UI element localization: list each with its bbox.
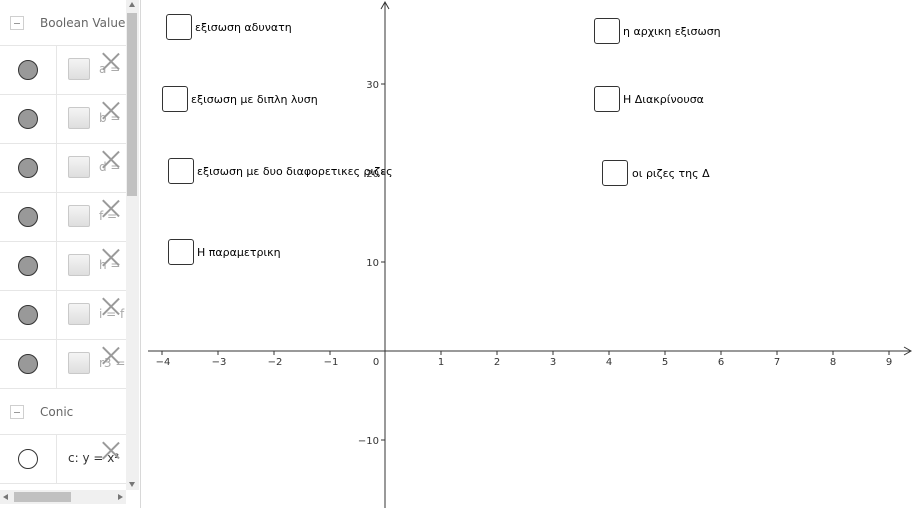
coordinate-axes: −4 −3 −2 −1 0 1 2 3 4 5 6 7 8 9 30 20 10…	[148, 0, 913, 508]
algebra-row-r3[interactable]: r3 =	[0, 340, 126, 389]
delete-icon[interactable]	[102, 297, 120, 315]
delete-icon[interactable]	[102, 248, 120, 266]
visibility-toggle-icon[interactable]	[18, 354, 38, 374]
checkbox-label: εξισωση με διπλη λυση	[191, 92, 318, 106]
checkbox-initial-equation[interactable]: η αρχικη εξισωση	[594, 18, 721, 44]
checkbox-icon[interactable]	[68, 254, 90, 276]
visibility-toggle-icon[interactable]	[18, 158, 38, 178]
visibility-toggle-icon[interactable]	[18, 256, 38, 276]
checkbox-icon[interactable]	[168, 239, 194, 265]
checkbox-label: Η παραμετρικη	[197, 245, 281, 259]
delete-icon[interactable]	[102, 150, 120, 168]
scrollbar-thumb[interactable]	[14, 492, 71, 502]
scrollbar-thumb[interactable]	[127, 13, 137, 196]
delete-icon[interactable]	[102, 52, 120, 70]
checkbox-double-root[interactable]: εξισωση με διπλη λυση	[162, 86, 318, 112]
origin-label: 0	[373, 357, 379, 368]
delete-icon[interactable]	[102, 441, 120, 459]
y-tick-label: 20	[366, 169, 379, 180]
x-tick-label: 5	[662, 357, 668, 368]
collapse-icon[interactable]	[10, 404, 24, 419]
checkbox-icon[interactable]	[68, 58, 90, 80]
checkbox-icon[interactable]	[68, 107, 90, 129]
checkbox-parametric[interactable]: Η παραμετρικη	[168, 239, 281, 265]
checkbox-icon[interactable]	[166, 14, 192, 40]
x-tick-label: 6	[718, 357, 724, 368]
algebra-row-b[interactable]: b =	[0, 95, 126, 144]
collapse-icon[interactable]	[10, 15, 24, 30]
x-tick-label: −2	[268, 357, 283, 368]
checkbox-icon[interactable]	[68, 156, 90, 178]
delete-icon[interactable]	[102, 101, 120, 119]
y-tick-label: 30	[366, 80, 379, 91]
algebra-row-a[interactable]: a =	[0, 46, 126, 95]
checkbox-roots-of-discriminant[interactable]: οι ριζες της Δ	[602, 160, 710, 186]
vertical-scrollbar[interactable]	[126, 0, 139, 490]
algebra-row-i[interactable]: i = f	[0, 291, 126, 340]
algebra-row-d[interactable]: d =	[0, 144, 126, 193]
algebra-row-f[interactable]: f =	[0, 193, 126, 242]
x-tick-label: −1	[324, 357, 339, 368]
horizontal-scrollbar[interactable]	[0, 490, 126, 504]
category-label: Conic	[40, 404, 74, 419]
category-conic[interactable]: Conic	[0, 389, 126, 435]
checkbox-icon[interactable]	[594, 86, 620, 112]
y-axis-arrow-icon	[380, 0, 390, 10]
x-tick-label: 1	[438, 357, 444, 368]
algebra-row-c[interactable]: c: y = x²	[0, 435, 126, 484]
checkbox-icon[interactable]	[162, 86, 188, 112]
x-tick-label: 8	[830, 357, 836, 368]
visibility-toggle-icon[interactable]	[18, 207, 38, 227]
delete-icon[interactable]	[102, 199, 120, 217]
x-tick-label: −3	[212, 357, 227, 368]
visibility-toggle-icon[interactable]	[18, 109, 38, 129]
checkbox-icon[interactable]	[68, 205, 90, 227]
scroll-down-icon[interactable]	[129, 482, 135, 487]
x-tick-label: 3	[550, 357, 556, 368]
category-boolean-value[interactable]: Boolean Value	[0, 0, 126, 46]
checkbox-icon[interactable]	[68, 303, 90, 325]
algebra-row-h[interactable]: h =	[0, 242, 126, 291]
x-tick-label: 4	[606, 357, 612, 368]
checkbox-discriminant[interactable]: Η Διακρίνουσα	[594, 86, 704, 112]
algebra-view: Boolean Value a = b = d = f = h =	[0, 0, 140, 508]
y-tick-label: 10	[366, 258, 379, 269]
delete-icon[interactable]	[102, 346, 120, 364]
checkbox-label: η αρχικη εξισωση	[623, 24, 721, 38]
x-tick-label: 7	[774, 357, 780, 368]
category-label: Boolean Value	[40, 15, 126, 30]
checkbox-icon[interactable]	[594, 18, 620, 44]
panel-divider[interactable]	[140, 0, 148, 508]
x-tick-label: 9	[886, 357, 892, 368]
checkbox-impossible-equation[interactable]: εξισωση αδυνατη	[166, 14, 292, 40]
graphics-view[interactable]: −4 −3 −2 −1 0 1 2 3 4 5 6 7 8 9 30 20 10…	[148, 0, 915, 508]
scroll-left-icon[interactable]	[3, 494, 8, 500]
scroll-right-icon[interactable]	[118, 494, 123, 500]
y-tick-label: −10	[358, 436, 379, 447]
checkbox-icon[interactable]	[168, 158, 194, 184]
visibility-toggle-icon[interactable]	[18, 305, 38, 325]
checkbox-two-roots[interactable]: εξισωση με δυο διαφορετικες ριζες	[168, 158, 393, 184]
x-axis-arrow-icon	[903, 346, 913, 356]
x-tick-label: −4	[156, 357, 171, 368]
checkbox-label: Η Διακρίνουσα	[623, 92, 704, 106]
checkbox-icon[interactable]	[68, 352, 90, 374]
x-tick-label: 2	[494, 357, 500, 368]
scroll-up-icon[interactable]	[129, 2, 135, 7]
checkbox-icon[interactable]	[602, 160, 628, 186]
checkbox-label: εξισωση αδυνατη	[195, 20, 292, 34]
checkbox-label: εξισωση με δυο διαφορετικες ριζες	[197, 164, 393, 178]
visibility-toggle-icon[interactable]	[18, 449, 38, 469]
visibility-toggle-icon[interactable]	[18, 60, 38, 80]
checkbox-label: οι ριζες της Δ	[632, 166, 710, 180]
